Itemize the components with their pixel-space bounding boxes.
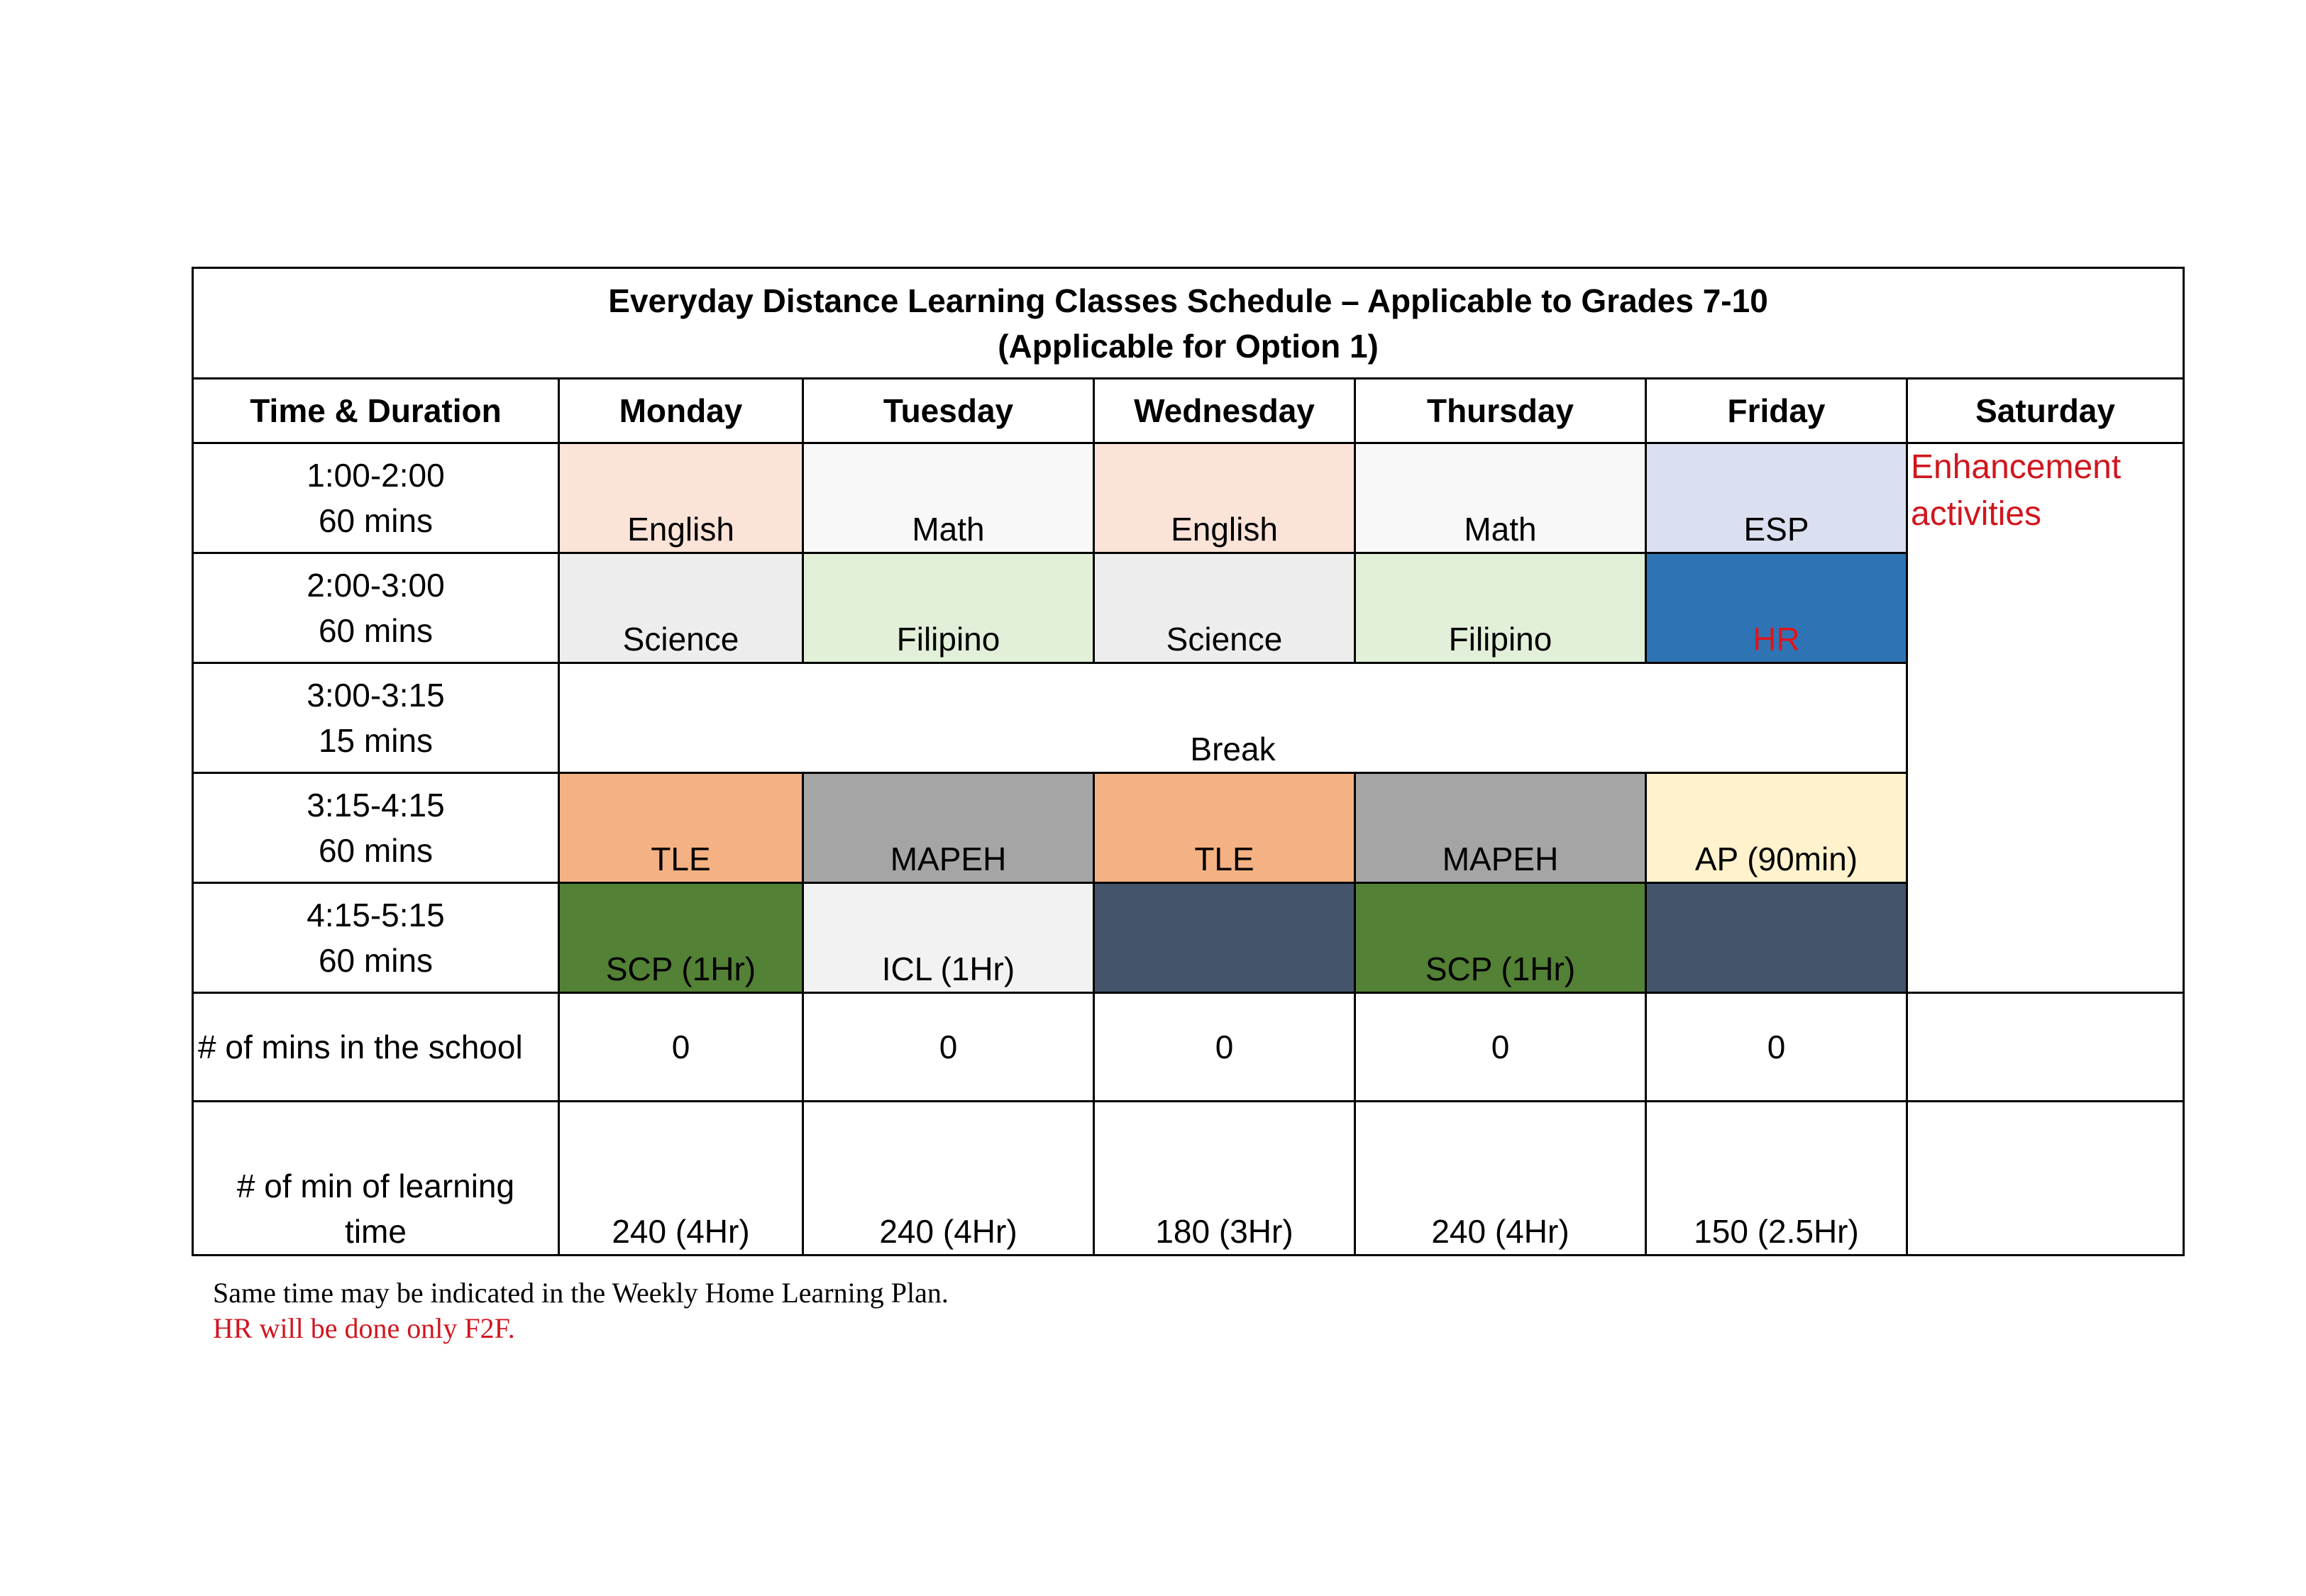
footnote-hr-f2f: HR will be done only F2F. [213,1312,515,1344]
break-row: 3:00-3:15 15 mins Break [192,662,2184,774]
schedule-title: Everyday Distance Learning Classes Sched… [191,267,2185,379]
class-cell: ESP [1645,442,1908,554]
mins-in-school-row: # of mins in the school 0 0 0 0 0 [192,992,2185,1102]
class-cell: Science [1093,552,1356,664]
mins-in-school-value: 0 [1093,992,1356,1102]
time-duration: 60 mins [318,832,434,869]
class-cell: SCP (1Hr) [558,882,804,994]
break-cell: Break [558,662,1908,774]
class-cell: MAPEH [802,772,1095,884]
time-range: 3:15-4:15 [307,787,445,824]
mins-in-school-value: 0 [1645,992,1908,1102]
learning-time-value: 240 (4Hr) [1354,1100,1647,1256]
class-cell: ICL (1Hr) [802,882,1095,994]
time-duration: 60 mins [318,502,434,539]
schedule-table: Everyday Distance Learning Classes Sched… [191,267,2185,1256]
title-line-2: (Applicable for Option 1) [998,327,1379,365]
class-cell: Science [558,552,804,664]
header-row: Time & Duration Monday Tuesday Wednesday… [192,377,2185,444]
header-saturday: Saturday [1905,377,2185,444]
class-cell: AP (90min) [1645,772,1908,884]
time-cell: 3:15-4:15 60 mins [192,772,560,884]
class-cell: Filipino [802,552,1095,664]
saturday-text-line-1: Enhancement [1911,448,2122,486]
learning-time-label-line-1: # of min of learning [236,1168,515,1204]
learning-time-label: # of min of learning time [192,1100,560,1256]
time-range: 1:00-2:00 [307,457,445,494]
footnotes: Same time may be indicated in the Weekly… [213,1275,949,1346]
footnote-weekly-plan: Same time may be indicated in the Weekly… [213,1277,949,1309]
header-wednesday: Wednesday [1093,377,1356,444]
time-range: 4:15-5:15 [307,897,445,933]
time-cell: 3:00-3:15 15 mins [192,662,560,774]
mins-in-school-value: 0 [558,992,804,1102]
header-tuesday: Tuesday [802,377,1095,444]
learning-time-value: 150 (2.5Hr) [1645,1100,1908,1256]
class-cell: Math [802,442,1095,554]
class-cell-hr: HR [1645,552,1908,664]
class-cell: Math [1354,442,1647,554]
header-monday: Monday [558,377,804,444]
time-cell: 2:00-3:00 60 mins [192,552,560,664]
mins-in-school-label: # of mins in the school [192,992,560,1102]
class-cell: English [1093,442,1356,554]
saturday-enhancement-cell: Enhancement activities [1905,442,2185,994]
class-cell: MAPEH [1354,772,1647,884]
mins-in-school-value: 0 [1354,992,1647,1102]
header-friday: Friday [1645,377,1908,444]
time-slot-row: 3:15-4:15 60 mins TLE MAPEH TLE MAPEH AP… [192,772,2184,884]
time-slot-row: 1:00-2:00 60 mins English Math English M… [192,442,2185,994]
class-cell: TLE [558,772,804,884]
class-cell: Filipino [1354,552,1647,664]
mins-in-school-value [1905,992,2185,1102]
class-cell: TLE [1093,772,1356,884]
class-cell [1645,882,1908,994]
time-duration: 15 mins [318,722,434,759]
learning-time-value: 240 (4Hr) [802,1100,1095,1256]
class-cell: SCP (1Hr) [1354,882,1647,994]
header-thursday: Thursday [1354,377,1647,444]
title-row: Everyday Distance Learning Classes Sched… [191,267,2185,379]
time-duration: 60 mins [318,942,434,979]
class-cell: English [558,442,804,554]
learning-time-row: # of min of learning time 240 (4Hr) 240 … [192,1100,2185,1256]
learning-time-value: 180 (3Hr) [1093,1100,1356,1256]
header-time-duration: Time & Duration [192,377,560,444]
mins-in-school-value: 0 [802,992,1095,1102]
saturday-text-line-2: activities [1911,495,2042,533]
learning-time-value [1905,1100,2185,1256]
time-cell: 1:00-2:00 60 mins [192,442,560,554]
learning-time-value: 240 (4Hr) [558,1100,804,1256]
time-slot-row: 2:00-3:00 60 mins Science Filipino Scien… [192,552,2184,664]
time-range: 3:00-3:15 [307,677,445,714]
time-slot-row: 4:15-5:15 60 mins SCP (1Hr) ICL (1Hr) SC… [192,882,2184,994]
time-range: 2:00-3:00 [307,567,445,604]
learning-time-label-line-2: time [345,1213,407,1250]
class-cell [1093,882,1356,994]
title-line-1: Everyday Distance Learning Classes Sched… [608,282,1768,319]
time-duration: 60 mins [318,612,434,649]
time-cell: 4:15-5:15 60 mins [192,882,560,994]
